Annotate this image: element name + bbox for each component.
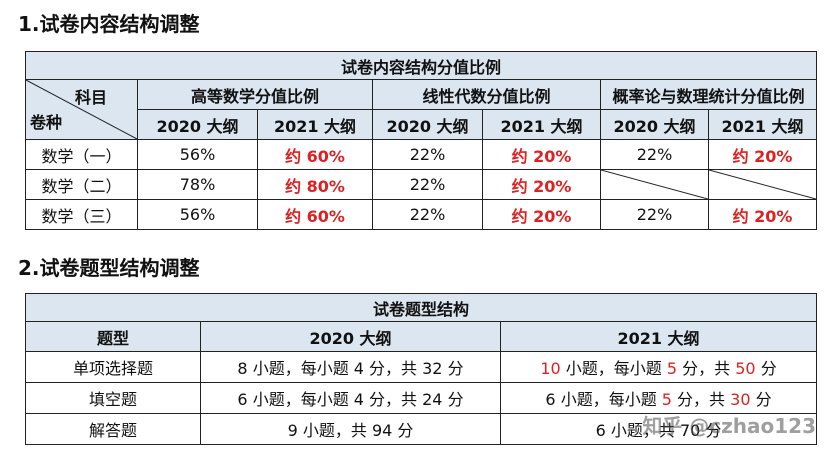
empty-diagonal-cell <box>600 169 709 200</box>
group-header-calculus: 高等数学分值比例 <box>137 79 373 110</box>
subheader-2020: 2020 大纲 <box>600 109 709 140</box>
table-title: 试卷题型结构 <box>24 293 818 322</box>
diagonal-line <box>26 80 137 139</box>
table-row: 解答题 9 小题，共 94 分 6 小题，共 70 分 <box>25 413 818 445</box>
section2-heading: 2.试卷题型结构调整 <box>18 256 200 280</box>
diagonal-line <box>601 170 708 199</box>
corner-paper-label: 卷种 <box>30 113 63 132</box>
row-label: 数学（三） <box>25 199 138 230</box>
value-cell: 22% <box>372 139 483 170</box>
text-part: 小题，每小题 <box>560 359 667 378</box>
corner-cell: 科目 卷种 <box>25 79 138 140</box>
value-cell: 约 20% <box>482 169 601 200</box>
group-header-probability: 概率论与数理统计分值比例 <box>599 79 818 110</box>
header-2020: 2020 大纲 <box>200 321 501 352</box>
section1-heading: 1.试卷内容结构调整 <box>18 12 200 36</box>
row-label: 数学（一） <box>25 139 138 170</box>
text-part: 6 小题，每小题 <box>545 390 662 409</box>
new-cell: 6 小题，每小题 5 分，共 30 分 <box>499 382 818 414</box>
table-row: 数学（二） 78% 约 80% 22% 约 20% <box>25 169 818 200</box>
content-structure-table: 试卷内容结构分值比例 科目 卷种 高等数学分值比例 线性代数分值比例 概率论与数… <box>24 51 818 230</box>
subheader-2020: 2020 大纲 <box>137 109 258 140</box>
changed-value: 5 <box>666 359 678 378</box>
text-part: 分，共 <box>671 390 731 409</box>
new-cell: 6 小题，共 70 分 <box>499 413 818 445</box>
group-header-linear-algebra: 线性代数分值比例 <box>372 79 601 110</box>
corner-subject-label: 科目 <box>74 88 107 107</box>
subheader-2021: 2021 大纲 <box>482 109 601 140</box>
table-row: 填空题 6 小题，每小题 4 分，共 24 分 6 小题，每小题 5 分，共 3… <box>25 382 818 414</box>
value-cell: 约 60% <box>257 139 373 170</box>
value-cell: 约 80% <box>257 169 373 200</box>
question-structure-table: 试卷题型结构 题型 2020 大纲 2021 大纲 单项选择题 8 小题，每小题… <box>24 293 818 445</box>
subheader-2021: 2021 大纲 <box>707 109 818 140</box>
value-cell: 约 60% <box>257 199 373 230</box>
value-cell: 22% <box>600 139 709 170</box>
value-cell: 56% <box>137 199 258 230</box>
value-cell: 78% <box>137 169 258 200</box>
changed-value: 30 <box>730 390 751 409</box>
value-cell: 22% <box>372 169 483 200</box>
watermark: 知乎 @czhao123 <box>642 414 816 438</box>
value-cell: 22% <box>600 199 709 230</box>
value-cell: 56% <box>137 139 258 170</box>
row-label: 解答题 <box>25 413 201 445</box>
text-part: 分，共 <box>677 359 736 378</box>
new-cell: 10 小题，每小题 5 分，共 50 分 <box>499 351 818 383</box>
text-part: 分 <box>750 390 772 409</box>
value-cell: 约 20% <box>482 139 601 170</box>
changed-value: 50 <box>735 359 756 378</box>
empty-diagonal-cell <box>707 169 818 200</box>
header-2021: 2021 大纲 <box>499 321 818 352</box>
changed-value: 5 <box>661 390 672 409</box>
table-row: 数学（三） 56% 约 60% 22% 约 20% 22% 约 20% <box>25 199 818 230</box>
value-cell: 22% <box>372 199 483 230</box>
value-cell: 约 20% <box>707 199 818 230</box>
changed-value: 10 <box>540 359 561 378</box>
old-cell: 9 小题，共 94 分 <box>200 413 501 445</box>
row-label: 填空题 <box>25 382 201 414</box>
value-cell: 约 20% <box>482 199 601 230</box>
old-cell: 6 小题，每小题 4 分，共 24 分 <box>200 382 501 414</box>
table-title: 试卷内容结构分值比例 <box>24 51 818 80</box>
table-row: 数学（一） 56% 约 60% 22% 约 20% 22% 约 20% <box>25 139 818 170</box>
subheader-2021: 2021 大纲 <box>257 109 373 140</box>
value-cell: 约 20% <box>707 139 818 170</box>
text-part: 分 <box>755 359 777 378</box>
header-type: 题型 <box>25 321 201 352</box>
row-label: 单项选择题 <box>25 351 201 383</box>
diagonal-line <box>709 170 816 199</box>
row-label: 数学（二） <box>25 169 138 200</box>
subheader-2020: 2020 大纲 <box>372 109 483 140</box>
old-cell: 8 小题，每小题 4 分，共 32 分 <box>200 351 501 383</box>
table-row: 单项选择题 8 小题，每小题 4 分，共 32 分 10 小题，每小题 5 分，… <box>25 351 818 383</box>
